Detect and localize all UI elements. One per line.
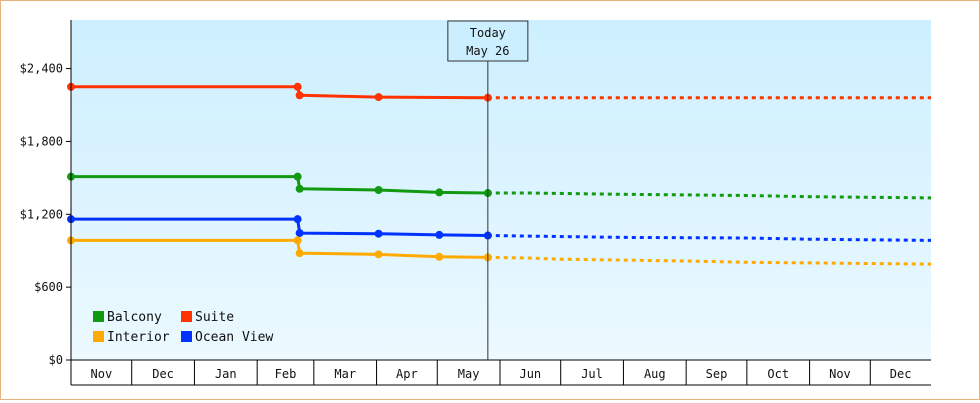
legend-label: Suite xyxy=(195,310,234,325)
x-tick-label: Apr xyxy=(396,367,418,381)
legend-label: Balcony xyxy=(107,310,162,325)
data-point[interactable] xyxy=(293,82,302,91)
legend-swatch xyxy=(93,311,104,322)
legend-swatch xyxy=(181,311,192,322)
legend-label: Interior xyxy=(107,330,170,345)
data-point[interactable] xyxy=(295,249,304,258)
series-line-balcony xyxy=(71,175,488,195)
y-tick-label: $0 xyxy=(49,353,63,367)
series-line-interior xyxy=(71,238,488,259)
data-point[interactable] xyxy=(435,252,444,261)
data-point[interactable] xyxy=(293,215,302,224)
x-tick-label: Jul xyxy=(581,367,603,381)
y-tick-label: $1,200 xyxy=(20,207,63,221)
series-forecast-interior xyxy=(487,255,932,266)
today-date: May 26 xyxy=(466,44,509,58)
x-tick-label: Feb xyxy=(275,367,297,381)
data-point[interactable] xyxy=(374,250,383,259)
x-tick-label: Aug xyxy=(644,367,666,381)
x-tick-label: Jun xyxy=(519,367,541,381)
x-tick-label: Nov xyxy=(91,367,113,381)
today-label: Today xyxy=(470,26,506,40)
y-tick-label: $2,400 xyxy=(20,62,63,76)
today-marker: Today May 26 xyxy=(447,20,529,360)
axis-layer: $0 $600 $1,200 $1,800 $2,400 xyxy=(20,20,931,367)
data-point[interactable] xyxy=(295,184,304,193)
y-tick-label: $1,800 xyxy=(20,134,63,148)
data-point[interactable] xyxy=(435,230,444,239)
today-label-box xyxy=(447,20,529,62)
data-point[interactable] xyxy=(295,91,304,100)
x-tick-label: Dec xyxy=(890,367,912,381)
legend: Balcony Suite Interior Ocean View xyxy=(93,310,273,345)
legend-swatch xyxy=(93,331,104,342)
legend-label: Ocean View xyxy=(195,330,273,345)
data-point[interactable] xyxy=(295,229,304,238)
data-point[interactable] xyxy=(374,229,383,238)
data-point[interactable] xyxy=(374,93,383,102)
series-layer xyxy=(67,82,932,266)
x-tick-label: Jan xyxy=(215,367,237,381)
data-point[interactable] xyxy=(293,236,302,245)
legend-swatch xyxy=(181,331,192,342)
x-axis-band: Nov Dec Jan Feb Mar Apr May Jun Jul Aug Sep Oct Nov D… xyxy=(70,360,931,386)
x-tick-label: Mar xyxy=(334,367,356,381)
data-point[interactable] xyxy=(374,186,383,194)
x-tick-label: Dec xyxy=(152,367,174,381)
x-tick-label: Nov xyxy=(829,367,851,381)
series-forecast-ocean-view xyxy=(487,234,932,242)
y-tick-label: $600 xyxy=(34,280,63,294)
series-forecast-balcony xyxy=(487,191,932,200)
data-point[interactable] xyxy=(435,188,444,197)
data-point[interactable] xyxy=(293,172,302,181)
series-line-ocean-view xyxy=(71,217,488,237)
x-tick-label: May xyxy=(458,367,480,381)
x-tick-label: Sep xyxy=(706,367,728,381)
plot-area xyxy=(71,20,931,360)
x-tick-label: Oct xyxy=(767,367,789,381)
